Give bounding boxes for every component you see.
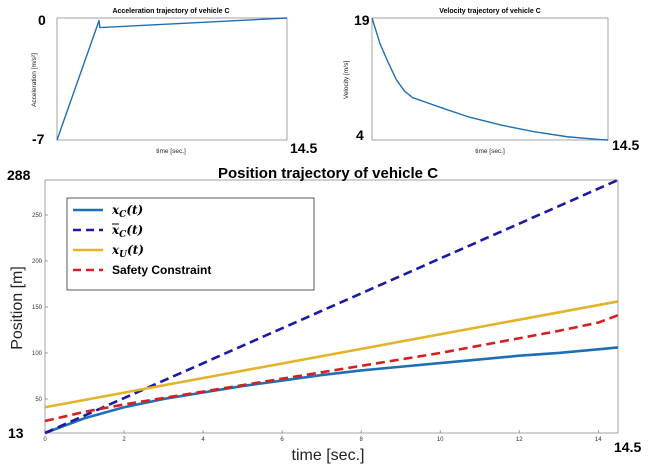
y-max-label: 19 <box>354 12 370 28</box>
x-tick-label: 14 <box>595 437 602 443</box>
velocity-chart: Velocity trajectory of vehicle C time [se… <box>343 8 639 155</box>
plot-area <box>56 17 288 141</box>
chart-title: Acceleration trajectory of vehicle C <box>112 8 229 15</box>
x-tick-label: 12 <box>516 437 523 443</box>
chart-title: Position trajectory of vehicle C <box>218 165 438 182</box>
series-line-2 <box>44 300 619 409</box>
x-max-label: 14.5 <box>290 140 317 156</box>
y-min-label: 13 <box>8 425 24 441</box>
acceleration-chart: Acceleration trajectory of vehicle C time… <box>31 8 317 156</box>
series-line-0 <box>56 17 288 141</box>
y-max-label: 288 <box>7 167 31 183</box>
series-line-0 <box>44 346 619 435</box>
y-min-label: -7 <box>32 131 45 147</box>
x-tick-label: 4 <box>201 437 205 443</box>
legend-box <box>66 197 315 291</box>
plot-area <box>44 179 619 434</box>
legend-entry: xC(t) <box>111 203 143 220</box>
y-tick-label: 50 <box>35 397 42 403</box>
x-axis-label: time [sec.] <box>156 148 186 155</box>
y-max-label: 0 <box>38 12 46 28</box>
series-line-3 <box>44 314 619 423</box>
x-axis-label: time [sec.] <box>475 148 505 155</box>
legend-entry: xC(t) <box>111 223 143 240</box>
x-tick-label: 6 <box>280 437 284 443</box>
x-max-label: 14.5 <box>612 137 639 153</box>
x-tick-label: 2 <box>122 437 126 443</box>
y-tick-label: 200 <box>32 259 43 265</box>
x-tick-label: 0 <box>43 437 47 443</box>
y-axis-label: Acceleration [m/s²] <box>31 53 38 107</box>
y-tick-label: 150 <box>32 305 43 311</box>
y-tick-label: 100 <box>32 351 43 357</box>
legend-entry: Safety Constraint <box>112 263 211 277</box>
position-chart: 0 2 4 6 8 10 12 14 50 100 150 200 250 Position trajec… <box>7 165 641 464</box>
legend: xC(t) xC(t) xU(t) Safety Constraint <box>66 197 315 291</box>
plot-area <box>371 17 609 141</box>
legend-entry: xU(t) <box>111 243 144 260</box>
chart-title: Velocity trajectory of vehicle C <box>439 8 541 15</box>
x-max-label: 14.5 <box>614 439 641 455</box>
x-tick-label: 8 <box>359 437 363 443</box>
y-tick-label: 250 <box>32 213 43 219</box>
y-min-label: 4 <box>356 127 364 143</box>
series-line-0 <box>371 17 609 141</box>
y-axis-label: Position [m] <box>9 266 26 350</box>
x-axis-label: time [sec.] <box>292 447 365 464</box>
x-tick-label: 10 <box>437 437 444 443</box>
y-axis-label: Velocity [m/s] <box>343 61 350 99</box>
